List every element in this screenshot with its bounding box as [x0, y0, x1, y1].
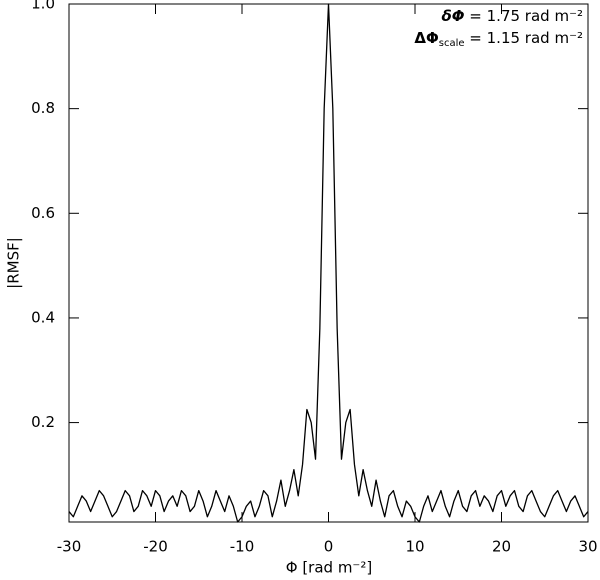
plot-frame	[68, 3, 589, 523]
y-tick-label: 0.6	[31, 204, 55, 222]
x-tick-label: 20	[492, 538, 511, 556]
x-tick-label: 0	[324, 538, 334, 556]
annotation-subscript: scale	[439, 38, 465, 49]
x-tick-label: -30	[57, 538, 82, 556]
annotation-text: = 1.15 rad m⁻²	[465, 29, 583, 47]
annotation-symbol: δΦ	[441, 7, 464, 25]
y-axis-label: |RMSF|	[5, 237, 23, 289]
y-tick-label: 0.2	[31, 413, 55, 431]
annotation: ΔΦscale = 1.15 rad m⁻²	[414, 29, 583, 50]
annotation-text: = 1.75 rad m⁻²	[465, 7, 583, 25]
annotation: δΦ = 1.75 rad m⁻²	[441, 7, 583, 25]
y-tick-label: 0.8	[31, 99, 55, 117]
x-tick-label: -20	[143, 538, 168, 556]
y-tick-label: 1.0	[31, 0, 55, 13]
y-tick-label: 0.4	[31, 308, 55, 326]
x-tick-label: 30	[578, 538, 597, 556]
x-tick-label: -10	[230, 538, 255, 556]
x-tick-label: 10	[405, 538, 424, 556]
annotation-symbol: ΔΦ	[414, 29, 438, 47]
rmsf-line	[68, 3, 589, 523]
x-axis-label: Φ [rad m⁻²]	[286, 559, 372, 577]
